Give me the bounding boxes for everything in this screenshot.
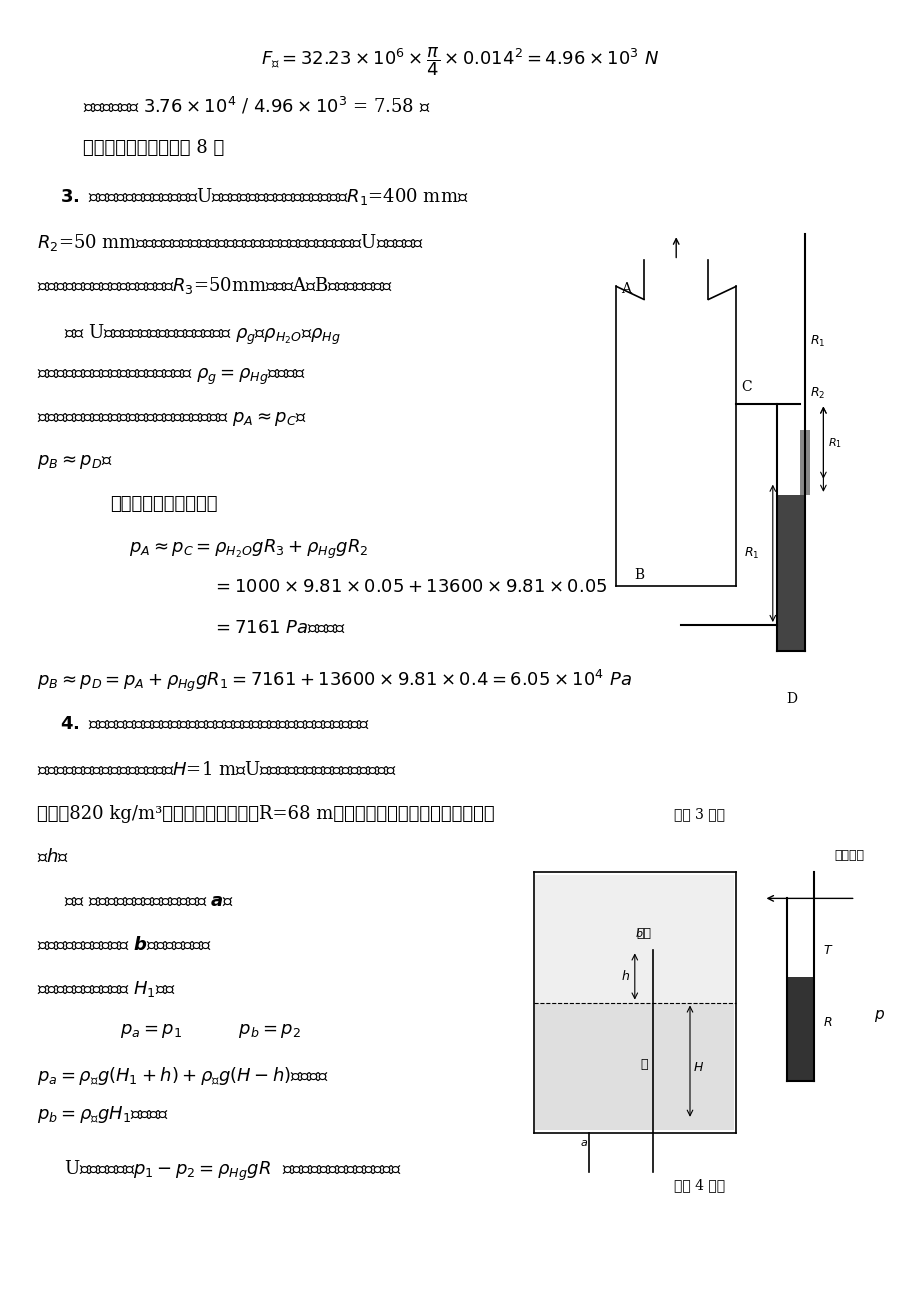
Text: $p_A \approx p_C = \rho_{H_2O}gR_3 + \rho_{Hg}gR_2$: $p_A \approx p_C = \rho_{H_2O}gR_3 + \rh… (129, 538, 368, 561)
Text: $R_1$: $R_1$ (809, 335, 824, 349)
Bar (786, 976, 813, 1081)
Text: $h$: $h$ (620, 970, 630, 983)
Text: B: B (633, 569, 643, 582)
Text: $H$: $H$ (692, 1061, 703, 1074)
Text: 管到液气界面的高度为 $H_1$。则: 管到液气界面的高度为 $H_1$。则 (37, 979, 176, 999)
Text: $p_a = p_1$          $p_b = p_2$: $p_a = p_1$ $p_b = p_2$ (119, 1022, 301, 1040)
Bar (535, 1003, 733, 1130)
Text: $\mathbf{解：}$ 如图，设水层吹气管出口处为 $\boldsymbol{a}$，: $\mathbf{解：}$ 如图，设水层吹气管出口处为 $\boldsymbol… (64, 892, 234, 910)
Text: $R_1$: $R_1$ (743, 546, 758, 561)
Text: 离$h$。: 离$h$。 (37, 848, 69, 866)
Text: $p_B \approx p_D$。: $p_B \approx p_D$。 (37, 453, 112, 471)
Text: $R_2$=50 mm，指示液为水银。为防止水银蒸气向空间扩散，于右侧的U管与大气连: $R_2$=50 mm，指示液为水银。为防止水银蒸气向空间扩散，于右侧的U管与大… (37, 232, 423, 253)
Bar (777, 495, 804, 651)
Text: $= 7161\ Pa$（表压）: $= 7161\ Pa$（表压） (211, 618, 346, 637)
Bar (535, 875, 733, 1003)
Text: 螺钉的个数为 $3.76\times10^4$ / $4.96\times10^3$ = 7.58 个: 螺钉的个数为 $3.76\times10^4$ / $4.96\times10^… (83, 95, 430, 116)
Text: $\mathbf{4.}$ 本题附图为远距离制量控制装置，用以测定分相槽内煤油和水的两相界: $\mathbf{4.}$ 本题附图为远距离制量控制装置，用以测定分相槽内煤油和… (60, 715, 369, 733)
Text: U管压差计中，$p_1 - p_2 = \rho_{Hg}gR$  （忽略吹气管内的气柱压力）: U管压差计中，$p_1 - p_2 = \rho_{Hg}gR$ （忽略吹气管内… (64, 1159, 402, 1184)
Text: 习题 4 附图: 习题 4 附图 (673, 1178, 724, 1193)
Text: D: D (786, 693, 797, 706)
Text: 面位置。已知两吹气管出口的距离$H$=1 m，U管压差计的指示液为水银，煤油的: 面位置。已知两吹气管出口的距离$H$=1 m，U管压差计的指示液为水银，煤油的 (37, 760, 396, 779)
Text: $R_1$: $R_1$ (827, 436, 841, 449)
Text: C: C (741, 380, 752, 393)
Text: 习题 3 附图: 习题 3 附图 (673, 807, 724, 822)
Text: A: A (620, 283, 630, 296)
Text: $= 1000\times9.81\times0.05 + 13600\times9.81\times0.05$: $= 1000\times9.81\times0.05 + 13600\time… (211, 578, 607, 596)
Text: 通的玻璃管内灌入一段水，其高度$R_3$=50mm。试求A、B两处的表压强。: 通的玻璃管内灌入一段水，其高度$R_3$=50mm。试求A、B两处的表压强。 (37, 275, 392, 296)
Text: $p_b = \rho_{\rm 油}gH_1$（表压）: $p_b = \rho_{\rm 油}gH_1$（表压） (37, 1104, 169, 1125)
Bar (800, 430, 809, 495)
Text: $\mathbf{解：}$ U管压差计连接管中是气体。若以 $\rho_g$，$\rho_{H_2O}$，$\rho_{Hg}$: $\mathbf{解：}$ U管压差计连接管中是气体。若以 $\rho_g$，$… (64, 323, 341, 348)
Text: 水: 水 (640, 1057, 647, 1070)
Text: 煤油层吹气管出口处为 $\boldsymbol{b}$，且煤油层吹气: 煤油层吹气管出口处为 $\boldsymbol{b}$，且煤油层吹气 (37, 936, 211, 954)
Text: $b$: $b$ (634, 927, 643, 940)
Text: $p_B \approx p_D = p_A + \rho_{Hg}gR_1 = 7161 + 13600\times9.81\times0.4 = 6.05\: $p_B \approx p_D = p_A + \rho_{Hg}gR_1 =… (37, 668, 631, 694)
Text: $\mathbf{3.}$ 某流化床反应器上装有两个U管压差计，如本题附图所示。测得$R_1$=400 mm，: $\mathbf{3.}$ 某流化床反应器上装有两个U管压差计，如本题附图所示。… (60, 186, 468, 207)
Text: 柱高度所产生的压强差可以忽略。由此可以认为 $p_A \approx p_C$，: 柱高度所产生的压强差可以忽略。由此可以认为 $p_A \approx p_C$， (37, 410, 306, 428)
Text: $p_a = \rho_{\rm 油}g(H_1+h) + \rho_{\rm 水}g(H-h)$（表压）: $p_a = \rho_{\rm 油}g(H_1+h) + \rho_{\rm … (37, 1065, 329, 1087)
Text: 压缩空气: 压缩空气 (834, 849, 864, 862)
Text: 煤油: 煤油 (636, 927, 651, 940)
Text: $F_{\rm 钉} = 32.23\times10^6 \times\dfrac{\pi}{4}\times 0.014^2 = 4.96\times10^3: $F_{\rm 钉} = 32.23\times10^6 \times\dfra… (261, 46, 658, 78)
Text: $p$: $p$ (873, 1008, 884, 1023)
Text: $R_2$: $R_2$ (809, 387, 824, 401)
Text: $R$: $R$ (823, 1016, 832, 1029)
Text: 由静力学基本方程式知: 由静力学基本方程式知 (110, 495, 218, 513)
Text: 所需的螺钉数量最少为 8 个: 所需的螺钉数量最少为 8 个 (83, 139, 224, 158)
Text: $a$: $a$ (580, 1138, 587, 1148)
Text: 分别表示气体、水与水银的密度，因为 $\rho_g = \rho_{Hg}$，故由气: 分别表示气体、水与水银的密度，因为 $\rho_g = \rho_{Hg}$，故… (37, 367, 305, 388)
Text: 密度为820 kg/m³。试求当压差计读数R=68 m时，相界面与油层的吹气管出口距: 密度为820 kg/m³。试求当压差计读数R=68 m时，相界面与油层的吹气管出… (37, 805, 494, 823)
Text: $T$: $T$ (823, 944, 833, 957)
